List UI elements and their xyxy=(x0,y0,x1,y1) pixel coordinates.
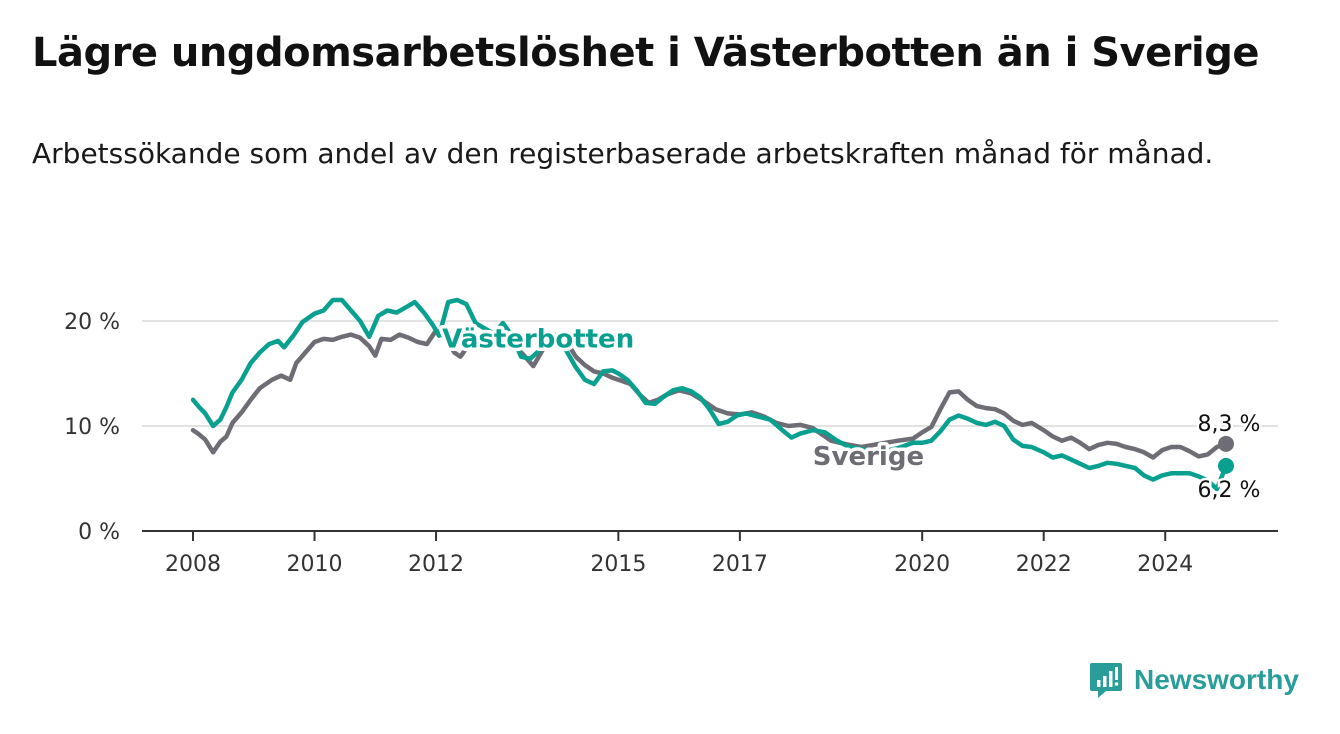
y-tick-label: 20 % xyxy=(64,310,120,335)
x-tick-label: 2008 xyxy=(165,552,221,577)
x-tick-label: 2020 xyxy=(894,552,950,577)
gridlines xyxy=(142,320,1278,427)
x-tick-label: 2024 xyxy=(1137,552,1193,577)
x-tick-label: 2017 xyxy=(712,552,768,577)
series-line-vasterbotten xyxy=(190,297,1229,492)
x-tick-label: 2010 xyxy=(287,552,343,577)
series-lines xyxy=(190,297,1234,492)
series-label-vasterbotten: Västerbotten xyxy=(442,324,634,354)
newsworthy-logo-icon xyxy=(1090,663,1122,698)
page-title: Lägre ungdomsarbetslöshet i Västerbotten… xyxy=(32,30,1259,76)
series-line-sverige xyxy=(190,328,1229,460)
end-point-vasterbotten xyxy=(1218,457,1234,474)
x-tick-label: 2022 xyxy=(1016,552,1072,577)
y-tick-label: 10 % xyxy=(64,415,120,440)
series-label-sverige: Sverige xyxy=(813,442,924,472)
page-subtitle: Arbetssökande som andel av den registerb… xyxy=(32,137,1214,170)
brand: Newsworthy xyxy=(1088,660,1299,700)
brand-name: Newsworthy xyxy=(1134,664,1299,695)
end-point-sverige xyxy=(1218,435,1234,452)
y-axis-labels: 0 % 10 % 20 % xyxy=(64,310,120,545)
y-tick-label: 0 % xyxy=(78,520,120,545)
x-tick-label: 2012 xyxy=(408,552,464,577)
end-label-sverige: 8,3 % xyxy=(1198,412,1261,437)
series-labels: 8,3 % 6,2 % Västerbotten Sverige xyxy=(439,321,1263,506)
x-tick-label: 2015 xyxy=(590,552,646,577)
x-axis-ticks: 2008 2010 2012 2015 2017 2020 2022 2024 xyxy=(165,531,1193,577)
end-label-vasterbotten: 6,2 % xyxy=(1198,478,1261,503)
